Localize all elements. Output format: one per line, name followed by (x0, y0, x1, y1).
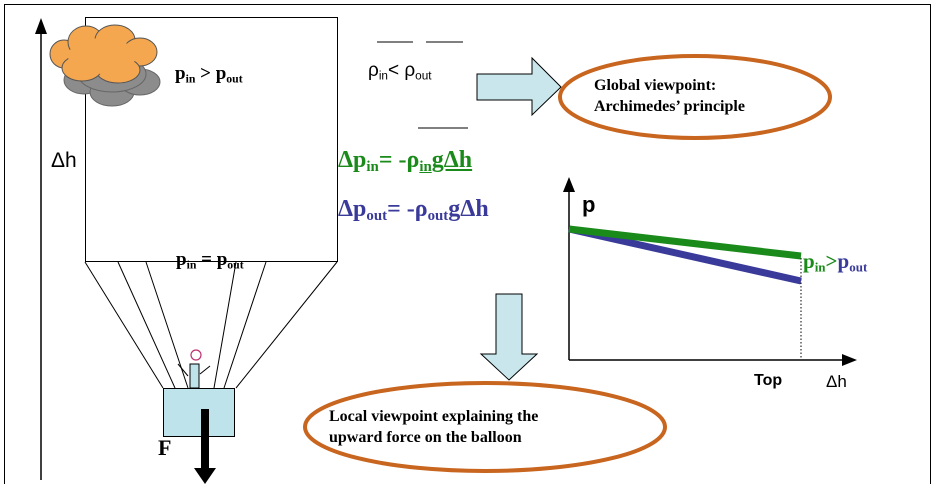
local-viewpoint-text: Local viewpoint explaining the upward for… (329, 408, 539, 446)
global-viewpoint-text: Global viewpoint: Archimedes’ principle (594, 77, 745, 115)
top-pressure-relation: pin > pout (175, 63, 243, 86)
slide-frame (4, 4, 931, 484)
outside-pressure-equation: Δpout= -ρoutgΔh (338, 196, 489, 225)
outside-pressure-line (568, 225, 802, 285)
bottom-pressure-relation: pin = pout (176, 249, 244, 272)
force-label: F (158, 435, 172, 460)
block-arrow-down (479, 293, 539, 381)
graph-x-arrowhead (842, 354, 857, 366)
global-viewpoint-ellipse (558, 54, 832, 140)
cloud (49, 24, 158, 84)
pilot-figure (177, 349, 211, 389)
inside-pressure-equation: Δpin= -ρingΔh (338, 147, 473, 176)
balloon-ropes (84, 261, 338, 389)
force-arrow-head (194, 468, 216, 484)
density-relation: ρin< ρout (368, 60, 432, 83)
graph-pressure-relation: pin>pout (803, 249, 868, 275)
inside-pressure-line (568, 225, 802, 260)
graph-y-arrowhead (563, 177, 575, 192)
force-arrow-shaft (201, 409, 209, 471)
local-viewpoint-ellipse (303, 381, 667, 473)
graph-y-label: p (582, 192, 596, 217)
balloon-basket (163, 388, 235, 437)
block-arrow-right (476, 56, 562, 117)
height-label: Δh (51, 149, 77, 172)
height-axis-arrowhead (35, 18, 47, 34)
graph-top-tick: Top (754, 372, 783, 389)
graph-x-label: Δh (826, 372, 847, 391)
